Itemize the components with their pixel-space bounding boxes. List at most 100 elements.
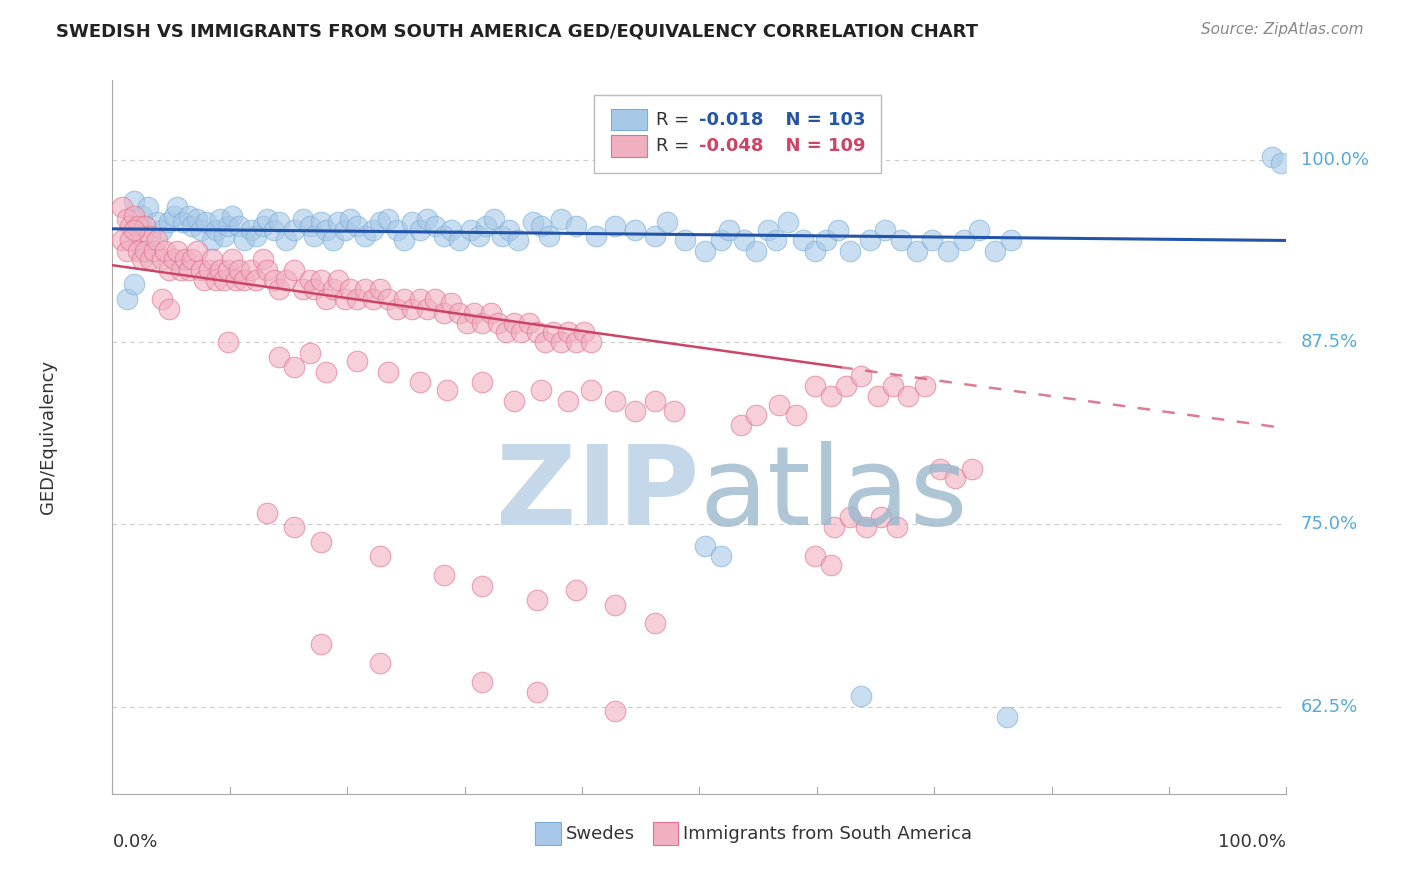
Point xyxy=(745,244,768,258)
Point xyxy=(510,325,533,339)
Point xyxy=(416,301,439,316)
Point xyxy=(565,335,588,350)
Point xyxy=(217,335,239,350)
Point xyxy=(201,252,224,267)
Point xyxy=(644,229,666,244)
Point xyxy=(538,229,561,244)
Point xyxy=(122,209,145,223)
Point xyxy=(209,262,232,277)
Text: Source: ZipAtlas.com: Source: ZipAtlas.com xyxy=(1201,22,1364,37)
Point xyxy=(792,234,814,248)
Point xyxy=(897,389,920,403)
Point xyxy=(333,223,356,237)
Point xyxy=(838,510,860,524)
Point xyxy=(624,223,647,237)
Point xyxy=(886,520,908,534)
Point xyxy=(835,379,858,393)
Point xyxy=(460,223,482,237)
Point xyxy=(221,252,243,267)
Point xyxy=(768,398,790,412)
Point xyxy=(162,252,184,267)
Point xyxy=(471,317,494,331)
Point xyxy=(269,350,291,364)
Point xyxy=(550,211,572,226)
Point xyxy=(482,211,505,226)
Text: SWEDISH VS IMMIGRANTS FROM SOUTH AMERICA GED/EQUIVALENCY CORRELATION CHART: SWEDISH VS IMMIGRANTS FROM SOUTH AMERICA… xyxy=(56,22,979,40)
Point xyxy=(326,214,349,228)
Point xyxy=(603,704,626,718)
Point xyxy=(157,301,180,316)
Point xyxy=(662,404,685,418)
Point xyxy=(517,317,540,331)
Point xyxy=(212,273,235,287)
Point xyxy=(256,506,278,520)
Point xyxy=(526,685,548,699)
Point xyxy=(221,209,243,223)
Point xyxy=(115,244,138,258)
Point xyxy=(557,325,579,339)
Text: 100.0%: 100.0% xyxy=(1301,152,1368,169)
Point xyxy=(201,234,224,248)
Point xyxy=(127,219,149,233)
Point xyxy=(283,520,305,534)
Point xyxy=(385,301,408,316)
Point xyxy=(866,389,889,403)
Point xyxy=(914,379,936,393)
Point xyxy=(495,325,517,339)
Point xyxy=(245,273,267,287)
Text: atlas: atlas xyxy=(700,441,967,548)
Point xyxy=(155,244,177,258)
Text: R =: R = xyxy=(657,137,700,155)
Point xyxy=(298,273,321,287)
Point xyxy=(803,549,825,564)
Point xyxy=(873,223,896,237)
Point xyxy=(209,211,232,226)
Point xyxy=(136,200,159,214)
Point xyxy=(146,214,169,228)
Point xyxy=(401,301,423,316)
Point xyxy=(803,379,825,393)
Point xyxy=(368,281,391,295)
Point xyxy=(368,214,391,228)
Point xyxy=(392,292,415,306)
Point xyxy=(432,229,454,244)
Point xyxy=(122,277,145,292)
Point xyxy=(217,262,239,277)
Point xyxy=(150,223,173,237)
Point xyxy=(776,214,799,228)
Point xyxy=(157,214,180,228)
Point xyxy=(603,598,626,612)
Point xyxy=(479,306,502,320)
Point xyxy=(139,229,162,244)
Point xyxy=(960,462,983,476)
Point xyxy=(150,252,173,267)
Point xyxy=(945,471,967,485)
Point xyxy=(425,292,447,306)
Point xyxy=(233,234,256,248)
Point xyxy=(416,211,439,226)
Text: N = 103: N = 103 xyxy=(773,111,866,128)
Point xyxy=(311,214,333,228)
Point xyxy=(432,306,454,320)
Point xyxy=(204,273,226,287)
Point xyxy=(929,462,952,476)
Point xyxy=(120,219,142,233)
Point xyxy=(425,219,447,233)
Point xyxy=(377,292,399,306)
Point xyxy=(298,345,321,359)
Point xyxy=(346,219,368,233)
Point xyxy=(938,244,960,258)
Point xyxy=(673,234,696,248)
Point xyxy=(256,211,278,226)
Point xyxy=(315,365,337,379)
Point xyxy=(463,306,485,320)
Point xyxy=(557,393,579,408)
Point xyxy=(291,281,314,295)
Point xyxy=(530,219,553,233)
Point xyxy=(166,244,188,258)
Text: N = 109: N = 109 xyxy=(773,137,866,155)
Point xyxy=(471,579,494,593)
Point xyxy=(824,520,846,534)
Point xyxy=(197,262,219,277)
Point xyxy=(326,273,349,287)
